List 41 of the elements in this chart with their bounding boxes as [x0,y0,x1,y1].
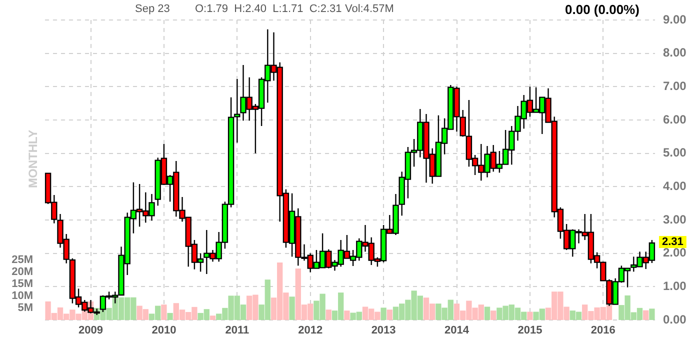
y-tick-label: 0.00 [663,312,687,326]
bar [344,310,350,320]
bar [289,296,295,320]
x-tick-label: 2016 [590,324,616,337]
y2-tick-label: 15M [12,278,33,290]
bar [210,316,216,320]
bar [649,308,655,320]
bar [167,312,173,320]
y-tick-label: 7.00 [663,78,687,93]
x-tick-label: 2011 [225,324,250,337]
x-tick-label: 2013 [371,324,396,337]
y2-tick-label: 25M [12,254,33,266]
bar [326,310,332,320]
y-tick-label: 5.00 [663,146,687,160]
x-tick-label: 2010 [152,324,176,337]
y-tick-label: 6.00 [663,112,687,126]
bar [386,310,392,320]
bar [380,308,386,320]
bar [643,310,649,320]
text: Vol:4.57M [345,3,394,15]
text: O:1.79 H:2.40 L:1.71 C:2.31 [195,3,342,15]
text: 2.31 [662,236,684,248]
y-tick-label: 3.00 [663,212,687,226]
y-tick-label: 2.00 [663,246,687,260]
x-tick-label: 2014 [444,324,470,337]
bar [527,312,533,320]
bar [490,310,496,320]
x-tick-label: 2012 [298,324,323,337]
y-tick-label: 8.00 [663,46,687,60]
text: Sep 23 [135,3,170,15]
y-tick-label: 9.00 [663,12,687,26]
x-tick-label: 2009 [78,324,103,337]
y-tick-label: 4.00 [663,178,687,193]
bar [161,304,167,320]
y2-tick-label: 10M [12,290,33,302]
y2-tick-label: 5M [18,302,33,314]
y2-tick-label: 20M [12,266,33,278]
text: 0.00 (0.00%) [565,2,640,17]
y-tick-label: 1.00 [663,278,687,293]
x-tick-label: 2015 [518,324,542,337]
bar [484,306,490,320]
